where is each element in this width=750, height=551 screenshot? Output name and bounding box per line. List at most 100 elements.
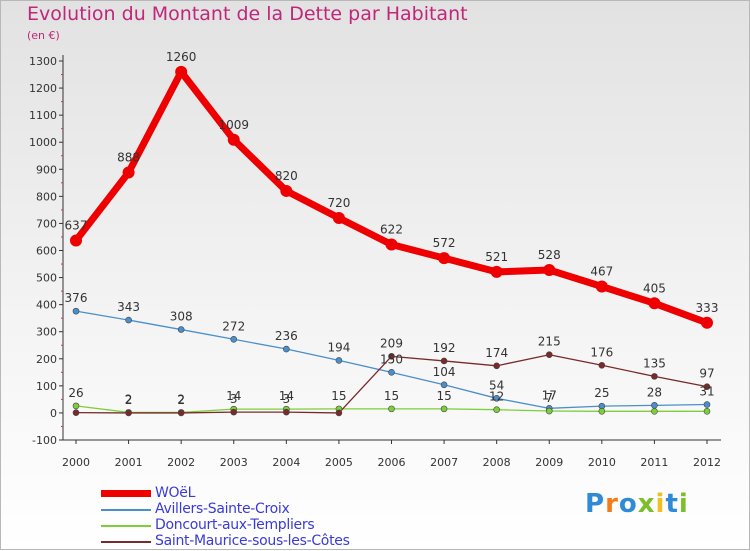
y-tick-label: 800	[36, 190, 57, 203]
data-label: 150	[380, 352, 403, 366]
data-label: 2	[177, 393, 185, 407]
data-label: 135	[643, 356, 666, 370]
data-point	[125, 316, 132, 324]
data-point	[440, 357, 448, 365]
y-tick-label: 200	[36, 353, 57, 366]
data-label: 176	[590, 345, 613, 359]
data-point	[595, 280, 608, 293]
x-tick-label: 2009	[535, 456, 563, 469]
data-label: 14	[279, 389, 294, 403]
y-tick-label: 900	[36, 163, 57, 176]
data-label: 209	[380, 336, 403, 350]
logo-letter: i	[655, 489, 666, 519]
data-label: 2	[125, 392, 133, 406]
data-label: 405	[643, 281, 666, 295]
x-tick-label: 2008	[483, 456, 511, 469]
y-tick-label: 100	[36, 380, 57, 393]
logo-letter: t	[665, 489, 679, 519]
y-tick-label: 1000	[29, 136, 57, 149]
data-label: 15	[436, 389, 451, 403]
data-point	[648, 297, 661, 310]
x-tick-label: 2001	[115, 456, 143, 469]
y-tick-label: 0	[50, 407, 57, 420]
data-label: 3	[283, 392, 291, 406]
series-line-0	[73, 68, 709, 327]
data-label: 720	[327, 196, 350, 210]
y-tick-label: 500	[36, 272, 57, 285]
data-label: 2	[177, 392, 185, 406]
data-point	[230, 335, 238, 343]
data-point	[122, 166, 135, 179]
data-label: 820	[275, 169, 298, 183]
data-point	[651, 408, 658, 415]
data-point	[493, 395, 500, 402]
data-label: 622	[380, 223, 403, 237]
data-point	[72, 402, 80, 410]
x-tick-label: 2012	[693, 456, 721, 469]
data-point	[70, 234, 82, 247]
logo-letter: r	[605, 489, 619, 519]
data-point	[545, 407, 553, 415]
data-point	[598, 408, 606, 415]
y-tick-label: 1300	[29, 55, 57, 68]
data-label: 308	[170, 310, 193, 324]
data-label: 467	[590, 265, 613, 279]
data-label: 1009	[218, 118, 249, 132]
data-point	[280, 184, 293, 197]
x-tick-label: 2002	[167, 456, 195, 469]
data-point	[72, 409, 80, 416]
data-point	[388, 369, 395, 376]
data-label: 236	[275, 329, 298, 343]
x-tick-label: 2003	[220, 456, 248, 469]
data-point	[545, 351, 553, 359]
data-point	[493, 406, 500, 413]
x-tick-label: 2011	[640, 456, 668, 469]
data-point	[335, 357, 343, 364]
data-label: 194	[327, 340, 350, 354]
data-label: 7	[545, 391, 553, 405]
legend-label: Saint-Maurice-sous-les-Côtes	[155, 533, 350, 549]
data-point	[385, 238, 398, 251]
data-point	[283, 345, 290, 353]
data-label: 192	[433, 341, 456, 355]
data-label: 2	[125, 393, 133, 407]
data-point	[703, 408, 711, 415]
proxiti-logo: Proxiti	[585, 489, 689, 519]
data-label: 215	[538, 335, 561, 349]
data-point	[177, 409, 185, 417]
data-point	[598, 361, 606, 369]
data-label: 104	[433, 365, 456, 379]
data-point	[72, 307, 80, 315]
data-point	[543, 263, 556, 276]
data-label: 28	[647, 385, 662, 399]
data-point	[703, 383, 711, 390]
data-point	[125, 409, 132, 417]
data-label: 528	[538, 248, 561, 262]
data-point	[388, 405, 395, 413]
legend-label: WOëL	[155, 485, 196, 501]
data-label: 272	[222, 319, 245, 333]
data-label: 174	[485, 346, 508, 360]
data-label: 17	[542, 388, 557, 402]
data-point	[227, 133, 240, 146]
logo-letter: P	[585, 489, 606, 519]
data-point	[177, 326, 185, 333]
chart-data-points	[70, 65, 713, 417]
data-label: 333	[696, 301, 719, 315]
logo-letter: i	[678, 489, 689, 519]
data-label: 14	[226, 389, 241, 403]
data-label: 54	[489, 378, 504, 392]
chart-title: Evolution du Montant de la Dette par Hab…	[27, 3, 468, 25]
data-label: 25	[594, 386, 609, 400]
x-tick-label: 2000	[62, 456, 90, 469]
data-point	[332, 212, 345, 225]
data-point	[175, 65, 188, 78]
legend-label: Avillers-Sainte-Croix	[155, 501, 290, 517]
data-label: 572	[433, 236, 456, 250]
data-point	[388, 353, 395, 360]
legend-swatch	[101, 541, 151, 543]
data-label: 97	[699, 367, 714, 381]
data-label: 12	[489, 390, 504, 404]
